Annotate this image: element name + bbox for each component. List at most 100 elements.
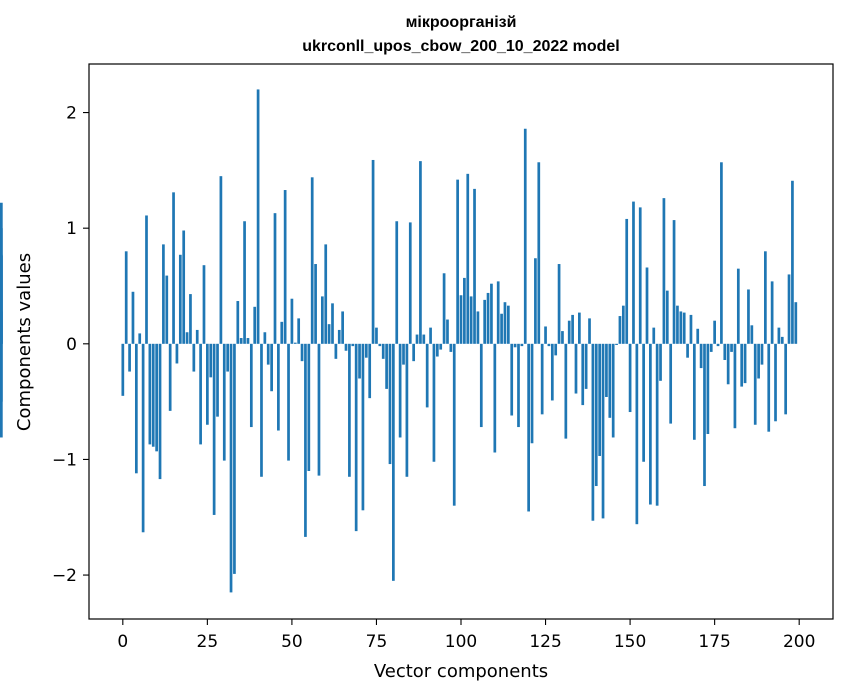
- bar-180: [730, 343, 733, 352]
- bar-14: [168, 343, 172, 411]
- bar-146: [615, 343, 618, 345]
- bar-196: [784, 343, 788, 415]
- bar-2: [128, 343, 131, 372]
- bar-33: [233, 343, 236, 574]
- bar-142: [601, 343, 605, 519]
- bar-49: [287, 343, 290, 461]
- bar-141: [598, 343, 602, 456]
- bar-61: [327, 324, 331, 344]
- bar-39: [253, 306, 257, 344]
- bar-145: [611, 343, 615, 438]
- bar-90: [425, 343, 429, 408]
- bar-183: [740, 343, 744, 387]
- bar-47: [280, 321, 284, 344]
- bar-57: [314, 264, 317, 344]
- bar-161: [665, 290, 669, 344]
- bar-144: [608, 343, 612, 418]
- bar-116: [513, 343, 517, 348]
- bar-164: [676, 305, 679, 344]
- x-tick-label-75: 75: [366, 632, 388, 652]
- bar-3: [131, 291, 135, 344]
- bar-117: [517, 343, 520, 428]
- bar-22: [195, 329, 199, 344]
- bar-185: [747, 289, 750, 344]
- bar-73: [368, 343, 372, 399]
- bar-104: [473, 188, 476, 344]
- bar-92: [432, 343, 436, 462]
- bar-97: [449, 343, 453, 352]
- bar-172: [703, 343, 706, 487]
- bar-63: [334, 343, 338, 359]
- bar-186: [750, 325, 754, 344]
- bar-82: [398, 343, 402, 438]
- y-axis: −2 −1 0 1 2: [52, 104, 89, 586]
- bar-168: [689, 314, 693, 344]
- bar-131: [564, 343, 568, 439]
- x-tick-label-175: 175: [698, 632, 730, 652]
- bar-162: [669, 343, 673, 424]
- bar-75: [375, 327, 378, 344]
- bar-31: [226, 343, 230, 372]
- bar-179: [726, 343, 730, 385]
- bar-129: [557, 264, 561, 344]
- bar-105: [476, 311, 480, 344]
- bar-29: [219, 176, 223, 344]
- bar-65: [341, 311, 344, 344]
- bar-86: [412, 343, 416, 362]
- bar-139: [591, 343, 595, 521]
- bar-189: [760, 343, 764, 365]
- y-tick-label-0: 0: [66, 335, 77, 355]
- bar-119: [523, 128, 527, 344]
- bar-7: [145, 215, 148, 344]
- bar-52: [297, 318, 301, 344]
- bar-100: [459, 295, 463, 344]
- bar-190: [764, 251, 767, 344]
- bar-77: [381, 343, 385, 359]
- bar-76: [378, 343, 382, 347]
- bar-175: [713, 320, 716, 344]
- bar-21: [192, 343, 196, 372]
- bar-174: [709, 343, 713, 352]
- y-tick-label--1: −1: [52, 450, 77, 470]
- bar-51: [293, 342, 297, 344]
- bar-undefined: [0, 228, 3, 344]
- bar-16: [175, 343, 179, 364]
- bar-84: [405, 343, 409, 477]
- bar-138: [588, 318, 591, 344]
- bar-169: [692, 343, 696, 440]
- bar-191: [767, 343, 771, 432]
- bar-160: [662, 198, 666, 344]
- bar-5: [138, 333, 142, 344]
- y-tick-label-2: 2: [66, 104, 77, 124]
- bar-68: [351, 343, 355, 347]
- bar-undefined: [0, 343, 3, 402]
- bar-25: [206, 343, 209, 425]
- bar-195: [780, 336, 784, 344]
- bar-126: [547, 343, 551, 347]
- bar-157: [652, 327, 656, 344]
- y-axis-label: Components values: [14, 253, 35, 431]
- bar-70: [358, 343, 361, 379]
- bar-154: [642, 343, 645, 462]
- bar-130: [561, 331, 564, 344]
- bar-102: [466, 173, 470, 344]
- bar-103: [469, 296, 473, 344]
- bar-88: [419, 161, 422, 344]
- bar-85: [408, 222, 412, 344]
- bar-123: [537, 162, 541, 344]
- bar-184: [743, 343, 747, 384]
- bar-137: [584, 343, 588, 389]
- bar-53: [300, 343, 304, 362]
- bar-55: [307, 343, 311, 471]
- bar-69: [354, 343, 358, 532]
- bar-181: [733, 343, 737, 429]
- bar-42: [263, 332, 267, 344]
- bar-8: [148, 343, 152, 445]
- bar-109: [490, 283, 493, 344]
- bar-115: [510, 343, 514, 416]
- bar-48: [283, 190, 287, 344]
- bar-156: [649, 343, 652, 505]
- x-tick-label-50: 50: [281, 632, 303, 652]
- bar-41: [260, 343, 263, 477]
- bar-128: [554, 343, 558, 356]
